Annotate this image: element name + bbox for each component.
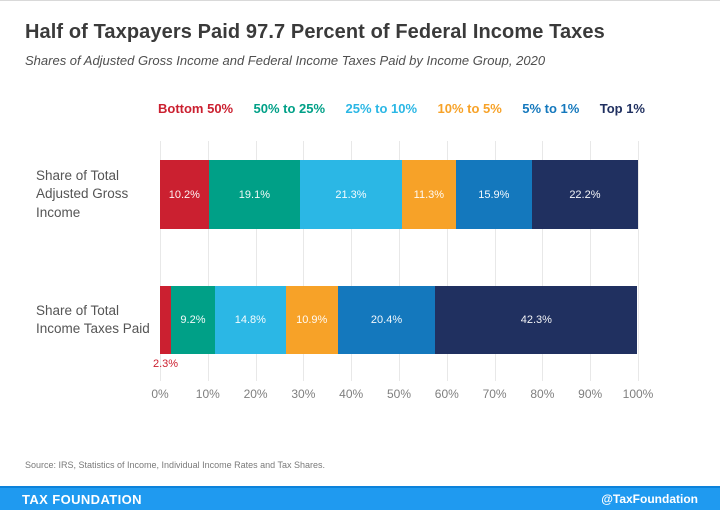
gridline xyxy=(542,141,544,381)
gridline xyxy=(590,141,592,381)
stacked-bar-1: 10.2% 19.1% 21.3% 11.3% 15.9% 22.2% xyxy=(160,160,638,229)
page-subtitle: Shares of Adjusted Gross Income and Fede… xyxy=(25,53,546,68)
bar-value-label: 14.8% xyxy=(234,314,266,326)
bar-segment: 14.8% xyxy=(214,286,286,354)
footer-twitter-handle: @TaxFoundation xyxy=(601,492,698,506)
footer-bar: TAX FOUNDATION @TaxFoundation xyxy=(0,486,720,510)
bar-segment: 20.4% xyxy=(337,286,436,354)
gridline xyxy=(160,141,161,381)
legend-item-5: 5% to 1% xyxy=(522,101,580,116)
bar-value-label: 10.9% xyxy=(296,314,328,326)
legend-item-6: Top 1% xyxy=(599,101,645,116)
gridline xyxy=(494,141,496,381)
bar-value-label: 42.3% xyxy=(520,314,552,326)
x-axis-tick-label: 20% xyxy=(243,387,268,401)
footer-brand-logo: TAX FOUNDATION xyxy=(22,491,142,507)
gridline xyxy=(351,141,353,381)
gridline xyxy=(399,141,400,381)
bar-value-label: 9.2% xyxy=(180,314,206,326)
x-axis-tick-label: 50% xyxy=(386,387,412,401)
bar-value-label: 10.2% xyxy=(168,188,200,201)
x-axis-tick-label: 10% xyxy=(195,387,220,401)
gridline xyxy=(303,141,305,381)
stacked-bar-2: 9.2% 14.8% 10.9% 20.4% 42.3% xyxy=(160,286,638,354)
chart-legend: Bottom 50% 50% to 25% 25% to 10% 10% to 5% 5… xyxy=(158,101,645,116)
gridline xyxy=(446,141,448,381)
bar-value-label: 15.9% xyxy=(478,188,510,201)
x-axis-tick-label: 40% xyxy=(339,387,364,401)
x-axis-tick-label: 90% xyxy=(578,387,603,401)
legend-item-3: 25% to 10% xyxy=(345,101,418,116)
x-axis-tick-label: 100% xyxy=(622,387,654,401)
bar-value-label: 19.1% xyxy=(238,188,270,201)
legend-item-2: 50% to 25% xyxy=(253,101,326,116)
source-note: Source: IRS, Statistics of Income, Indiv… xyxy=(25,460,325,470)
bar-segment: 10.9% xyxy=(285,286,338,354)
gridline xyxy=(207,141,209,381)
page-title: Half of Taxpayers Paid 97.7 Percent of F… xyxy=(25,21,605,43)
bar-row-label-1: Share of Total Adjusted Gross Income xyxy=(36,168,129,220)
bar-segment: 42.3% xyxy=(435,286,638,354)
bar-value-label: 21.3% xyxy=(335,188,367,201)
bar-segment: 15.9% xyxy=(455,160,532,229)
outside-value-label: 2.3% xyxy=(152,358,179,370)
x-axis-tick-label: 0% xyxy=(151,387,169,401)
bar-segment: 21.3% xyxy=(300,160,402,229)
x-axis-tick-label: 80% xyxy=(530,387,555,401)
x-axis-tick-label: 30% xyxy=(291,387,316,401)
legend-item-4: 10% to 5% xyxy=(437,101,502,116)
gridline xyxy=(255,141,257,381)
x-axis-tick-label: 60% xyxy=(434,387,459,401)
bar-value-label: 20.4% xyxy=(370,314,403,326)
legend-item-1: Bottom 50% xyxy=(158,101,234,116)
gridline xyxy=(638,141,639,381)
bar-segment: 11.3% xyxy=(401,160,456,229)
bar-segment xyxy=(160,286,171,354)
bar-value-label: 11.3% xyxy=(413,188,445,201)
bar-segment: 19.1% xyxy=(208,160,301,229)
bar-value-label: 22.2% xyxy=(569,188,601,201)
x-axis-tick-label: 70% xyxy=(482,387,507,401)
bar-segment: 9.2% xyxy=(170,286,215,354)
bar-segment: 22.2% xyxy=(531,160,638,229)
bar-segment: 10.2% xyxy=(160,160,209,229)
bar-row-label-2: Share of Total Income Taxes Paid xyxy=(36,302,150,336)
